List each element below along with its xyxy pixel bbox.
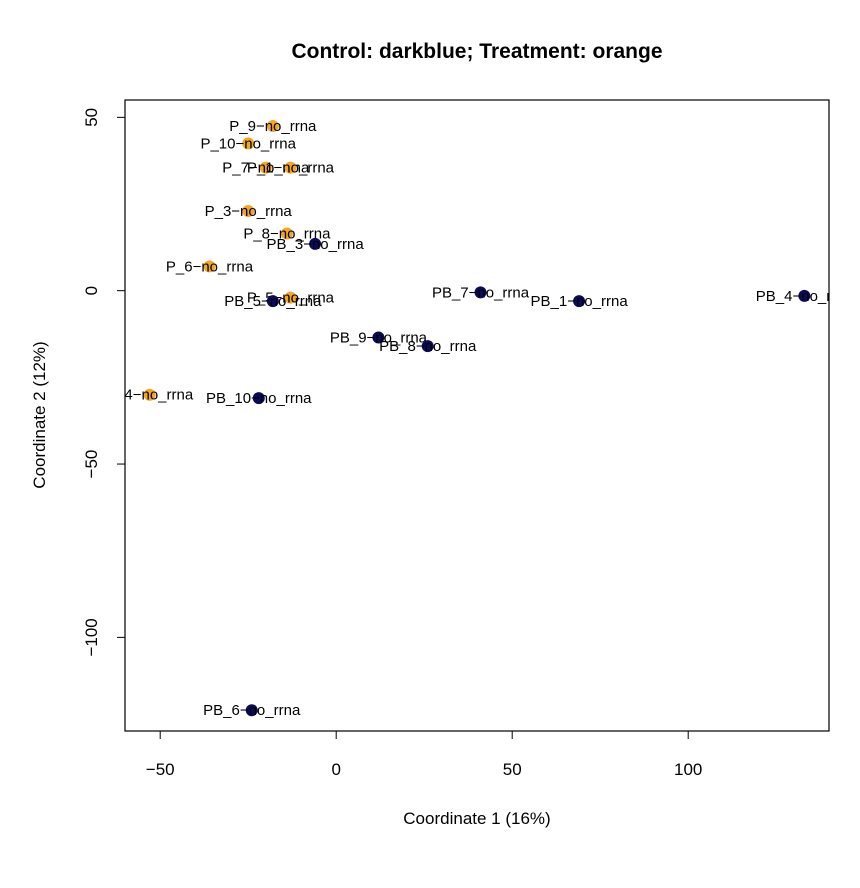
control-point xyxy=(245,704,258,717)
point-label: P_8−no_rrna xyxy=(243,225,331,242)
point-label: PB_1−no_rrna xyxy=(531,293,629,310)
control-point xyxy=(309,237,322,250)
point-label: P_6−no_rrna xyxy=(166,258,254,275)
y-tick-label: 50 xyxy=(82,108,101,127)
point-label: PB_9−no_rrna xyxy=(330,329,428,346)
x-tick-label: −50 xyxy=(146,760,175,779)
chart-title: Control: darkblue; Treatment: orange xyxy=(291,40,662,63)
point-label: P_9−no_rrna xyxy=(229,118,317,135)
point-label: P_1−no_rrna xyxy=(247,160,335,177)
point-label: PB_10−no_rrna xyxy=(206,390,312,407)
treatment-point xyxy=(259,161,272,174)
x-tick-label: 100 xyxy=(674,760,702,779)
control-point xyxy=(798,289,811,302)
x-tick-label: 0 xyxy=(331,760,340,779)
treatment-point xyxy=(242,137,255,150)
control-point xyxy=(573,295,586,308)
x-tick-label: 50 xyxy=(503,760,522,779)
y-tick-label: 0 xyxy=(82,286,101,295)
y-axis: −100 −50 0 50 xyxy=(82,108,126,657)
point-label: PB_5−no_rrna xyxy=(224,293,322,310)
point-label: P_3−no_rrna xyxy=(205,203,293,220)
treatment-point xyxy=(284,161,297,174)
treatment-point xyxy=(280,227,293,240)
control-point xyxy=(474,286,487,299)
control-point xyxy=(266,295,279,308)
treatment-point xyxy=(284,291,297,304)
plot-area: P_9−no_rrnaP_10−no_rrnaP_7−no_rrnaP_1−no… xyxy=(106,118,854,719)
point-label: P_4−no_rrna xyxy=(106,387,194,404)
point-label: PB_4−no_rrna xyxy=(756,288,854,305)
y-tick-label: −50 xyxy=(82,450,101,479)
control-point xyxy=(372,331,385,344)
plot-frame xyxy=(124,99,830,732)
x-axis-label: Coordinate 1 (16%) xyxy=(403,809,550,828)
point-label: PB_6−no_rrna xyxy=(203,702,301,719)
treatment-point xyxy=(143,388,156,401)
x-axis: −50 0 50 100 xyxy=(146,730,702,779)
treatment-point xyxy=(266,120,279,133)
point-label: PB_3−no_rrna xyxy=(267,236,365,253)
point-label: PB_7−no_rrna xyxy=(432,284,530,301)
y-tick-label: −100 xyxy=(82,618,101,656)
y-axis-label: Coordinate 2 (12%) xyxy=(30,341,49,488)
treatment-point xyxy=(203,260,216,273)
control-point xyxy=(421,340,434,353)
treatment-point xyxy=(242,204,255,217)
point-label: PB_8−no_rrna xyxy=(379,338,477,355)
control-point xyxy=(252,392,265,405)
point-label: P_10−no_rrna xyxy=(200,135,296,152)
